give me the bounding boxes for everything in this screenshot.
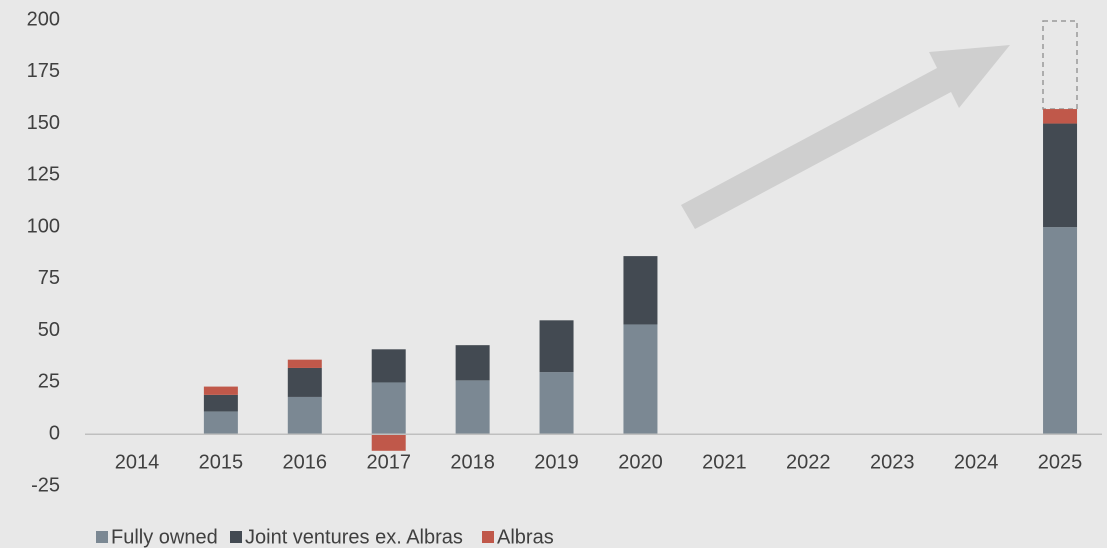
y-tick-label: 125 xyxy=(27,164,60,186)
legend-swatch xyxy=(482,531,494,543)
x-tick-label: 2021 xyxy=(702,452,747,474)
legend-swatch xyxy=(230,531,242,543)
bar-segment xyxy=(1043,227,1078,435)
y-tick-label: 75 xyxy=(38,267,60,289)
y-tick-label: 200 xyxy=(27,8,60,30)
bar-segment xyxy=(203,394,238,412)
x-tick-label: 2020 xyxy=(618,452,663,474)
x-tick-label: 2022 xyxy=(786,452,831,474)
y-tick-label: 175 xyxy=(27,60,60,82)
legend-label: Fully owned xyxy=(111,526,218,548)
y-tick-label: 150 xyxy=(27,112,60,134)
bar-segment xyxy=(371,349,406,383)
x-tick-label: 2017 xyxy=(366,452,411,474)
bar-segment xyxy=(203,386,238,395)
bar-segment xyxy=(539,372,574,435)
x-tick-label: 2016 xyxy=(283,452,328,474)
y-tick-label: 0 xyxy=(49,423,60,445)
x-tick-label: 2018 xyxy=(450,452,495,474)
bar-segment xyxy=(623,324,658,435)
legend-label: Albras xyxy=(497,526,554,548)
bar-segment xyxy=(371,434,406,451)
bar-segment xyxy=(287,367,322,397)
x-tick-label: 2025 xyxy=(1038,452,1083,474)
x-tick-label: 2019 xyxy=(534,452,579,474)
y-tick-label: 100 xyxy=(27,215,60,237)
bar-segment xyxy=(623,256,658,325)
y-tick-label: 50 xyxy=(38,319,60,341)
x-tick-label: 2024 xyxy=(954,452,999,474)
x-tick-label: 2023 xyxy=(870,452,915,474)
y-tick-label: 25 xyxy=(38,371,60,393)
bar-segment xyxy=(1043,109,1078,124)
bar-segment xyxy=(203,411,238,435)
bar-segment xyxy=(539,320,574,373)
trend-arrow xyxy=(681,45,1010,229)
legend-swatch xyxy=(96,531,108,543)
bar-segment xyxy=(287,396,322,435)
legend-label: Joint ventures ex. Albras xyxy=(245,526,463,548)
bar-segment xyxy=(455,345,490,381)
bar-segment xyxy=(287,359,322,368)
target-box xyxy=(1042,20,1078,110)
bar-segment xyxy=(1043,123,1078,228)
bar-segment xyxy=(371,382,406,435)
y-tick-label: -25 xyxy=(31,474,60,496)
x-tick-label: 2015 xyxy=(199,452,244,474)
x-tick-label: 2014 xyxy=(115,452,160,474)
bar-segment xyxy=(455,380,490,435)
